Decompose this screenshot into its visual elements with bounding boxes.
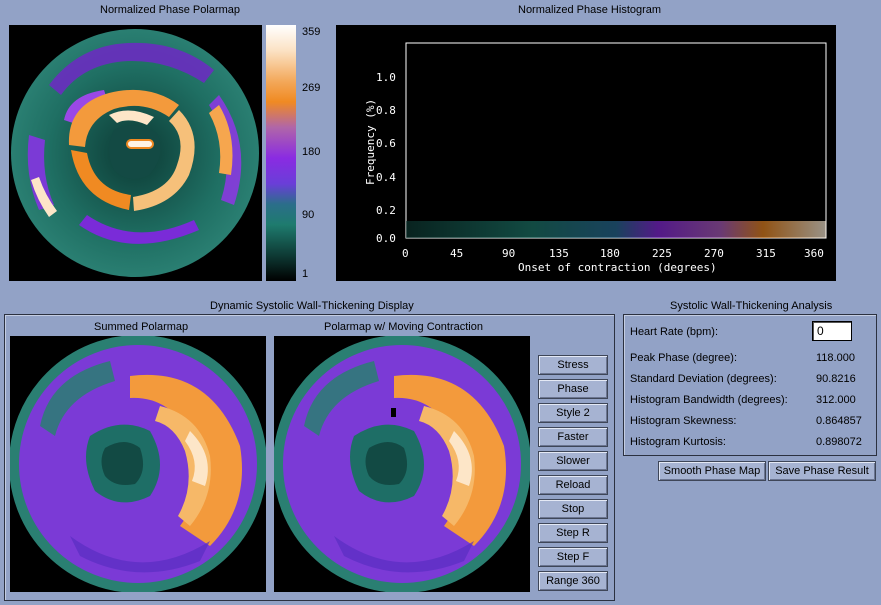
hist-ytick: 0.4 [376,171,396,184]
peak-phase-label: Peak Phase (degree): [630,352,738,364]
phase-histogram: 0.0 0.2 0.4 0.6 0.8 1.0 0 45 90 135 180 … [336,25,836,281]
range-360-button[interactable]: Range 360 [538,571,608,591]
kurtosis-label: Histogram Kurtosis: [630,436,726,448]
heart-rate-label: Heart Rate (bpm): [630,326,719,338]
skewness-value: 0.864857 [816,415,862,427]
analysis-group [623,314,877,456]
hist-xlabel: Onset of contraction (degrees) [518,261,717,274]
hist-ytick: 0.0 [376,232,396,245]
bandwidth-label: Histogram Bandwidth (degrees): [630,394,788,406]
polarmap-title: Normalized Phase Polarmap [100,4,241,16]
peak-phase-value: 118.000 [816,352,855,364]
hist-xtick: 135 [549,247,569,260]
hist-xtick: 45 [450,247,463,260]
summed-title: Summed Polarmap [94,321,189,333]
hist-xtick: 90 [502,247,515,260]
skewness-label: Histogram Skewness: [630,415,737,427]
smooth-phase-map-button[interactable]: Smooth Phase Map [658,461,766,481]
summed-polarmap [9,335,267,593]
hist-xtick: 270 [704,247,724,260]
save-phase-result-button[interactable]: Save Phase Result [768,461,876,481]
stop-button[interactable]: Stop [538,499,608,519]
hist-xtick: 180 [600,247,620,260]
dynamic-display-group [4,314,615,601]
hist-xtick: 315 [756,247,776,260]
colorbar-tick: 180 [302,146,321,158]
phase-polarmap [9,25,262,281]
hist-ytick: 0.6 [376,137,396,150]
hist-ytick: 1.0 [376,71,396,84]
hist-xtick: 225 [652,247,672,260]
dynamic-title: Dynamic Systolic Wall-Thickening Display [210,300,414,312]
contraction-marker [391,408,396,417]
hist-xtick: 0 [402,247,409,260]
analysis-title: Systolic Wall-Thickening Analysis [670,300,833,312]
std-dev-value: 90.8216 [816,373,856,385]
moving-contraction-polarmap [273,335,531,593]
kurtosis-value: 0.898072 [816,436,862,448]
step-r-button[interactable]: Step R [538,523,608,543]
heart-rate-input[interactable]: 0 [812,321,852,341]
reload-button[interactable]: Reload [538,475,608,495]
histogram-title: Normalized Phase Histogram [518,4,662,16]
moving-title: Polarmap w/ Moving Contraction [324,321,483,333]
colorbar-tick: 269 [302,82,321,94]
hist-ytick: 0.8 [376,104,396,117]
style-2-button[interactable]: Style 2 [538,403,608,423]
faster-button[interactable]: Faster [538,427,608,447]
slower-button[interactable]: Slower [538,451,608,471]
std-dev-label: Standard Deviation (degrees): [630,373,777,385]
hist-ytick: 0.2 [376,204,396,217]
phase-colorbar [266,25,296,281]
phase-button[interactable]: Phase [538,379,608,399]
colorbar-tick: 90 [302,209,315,221]
hist-xtick: 360 [804,247,824,260]
step-f-button[interactable]: Step F [538,547,608,567]
colorbar-tick: 1 [302,268,309,280]
bandwidth-value: 312.000 [816,394,856,406]
stress-button[interactable]: Stress [538,355,608,375]
colorbar-tick: 359 [302,26,321,38]
hist-ylabel: Frequency (%) [364,99,377,185]
